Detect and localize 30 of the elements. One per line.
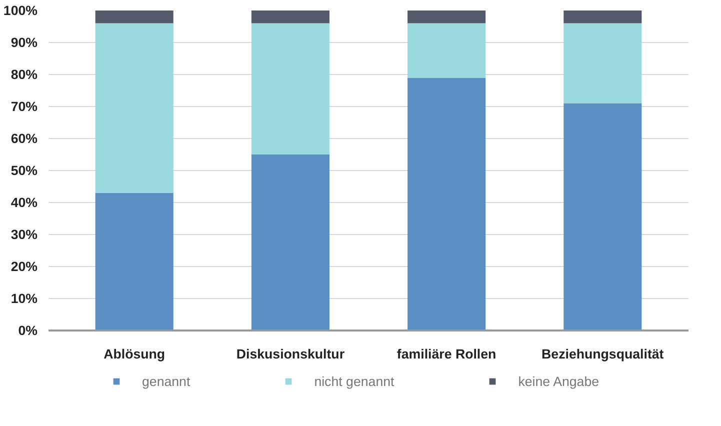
y-tick-label: 90%	[10, 35, 38, 50]
bar	[251, 10, 330, 24]
legend-label: genannt	[142, 374, 190, 388]
y-tick-label: 100%	[3, 3, 38, 18]
bar	[408, 10, 486, 24]
legend-label: nicht genannt	[314, 374, 394, 388]
bar	[95, 192, 174, 330]
bar	[408, 23, 486, 78]
y-tick-label: 20%	[10, 259, 38, 274]
bar	[95, 23, 174, 193]
bar	[564, 23, 642, 104]
bar	[408, 78, 486, 330]
bar	[95, 10, 174, 24]
legend-label: keine Angabe	[518, 374, 600, 388]
y-tick-label: 30%	[10, 227, 38, 242]
y-tick-label: 80%	[10, 67, 38, 82]
y-tick-label: 60%	[10, 131, 38, 146]
bar	[251, 23, 330, 154]
y-tick-label: 0%	[18, 323, 38, 338]
x-tick-label: familiäre Rollen	[396, 346, 496, 362]
x-tick-label: Beziehungsqualität	[542, 346, 664, 362]
bar	[564, 103, 642, 330]
x-tick-label: Ablösung	[104, 346, 166, 362]
y-tick-label: 10%	[10, 291, 38, 306]
y-tick-label: 40%	[10, 195, 38, 210]
bar	[564, 10, 642, 24]
bar	[251, 154, 330, 330]
y-tick-label: 50%	[10, 163, 38, 178]
x-tick-label: Diskusionskultur	[236, 346, 345, 362]
y-tick-label: 70%	[10, 99, 38, 114]
